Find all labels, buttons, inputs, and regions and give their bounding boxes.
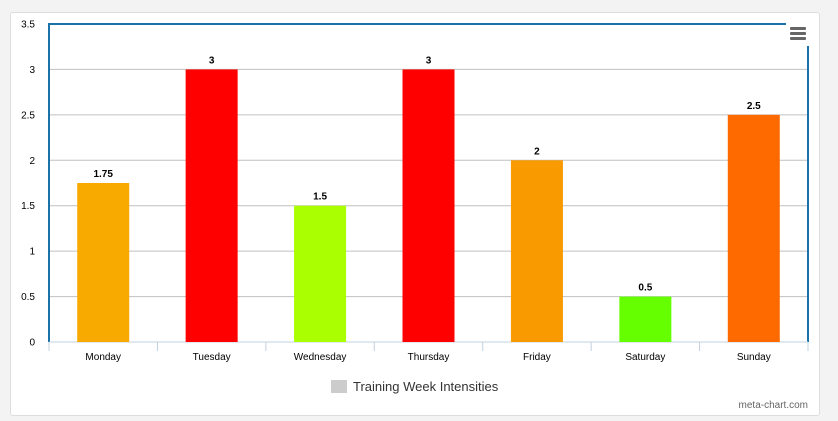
data-label: 1.75 — [93, 169, 113, 180]
bar-tuesday[interactable] — [185, 69, 238, 342]
data-label: 3 — [209, 55, 215, 66]
y-tick-label: 3 — [29, 65, 35, 76]
plot-border — [48, 23, 809, 342]
bar-friday[interactable] — [510, 160, 563, 342]
chart-menu-button[interactable] — [786, 22, 810, 46]
data-label: 2 — [534, 146, 540, 157]
bar-sunday[interactable] — [727, 114, 780, 342]
y-tick-label: 1 — [29, 247, 35, 258]
x-tick-label: Saturday — [625, 352, 665, 363]
legend-swatch — [331, 379, 347, 393]
x-tick-label: Friday — [523, 352, 551, 363]
y-tick-label: 2 — [29, 156, 35, 167]
data-label: 1.5 — [313, 192, 327, 203]
y-tick-label: 0.5 — [21, 292, 35, 303]
data-label: 2.5 — [747, 101, 761, 112]
hamburger-menu-icon — [790, 27, 806, 30]
data-label: 3 — [426, 55, 432, 66]
y-tick-label: 1.5 — [21, 201, 35, 212]
bar-wednesday[interactable] — [294, 205, 347, 342]
x-tick-label: Wednesday — [294, 352, 347, 363]
bar-thursday[interactable] — [402, 69, 455, 342]
x-tick-label: Thursday — [408, 352, 450, 363]
legend-label: Training Week Intensities — [353, 378, 499, 394]
bar-monday[interactable] — [77, 183, 130, 342]
bar-saturday[interactable] — [619, 296, 672, 342]
x-tick-label: Monday — [85, 352, 121, 363]
x-tick-label: Sunday — [737, 352, 771, 363]
credit-text: meta-chart.com — [738, 400, 808, 411]
hamburger-menu-icon-bar — [790, 32, 806, 35]
y-tick-label: 0 — [29, 338, 35, 349]
hamburger-menu-icon-bar — [790, 37, 806, 40]
data-label: 0.5 — [638, 283, 652, 294]
legend-item[interactable]: Training Week Intensities — [331, 378, 498, 394]
x-tick-label: Tuesday — [193, 352, 231, 363]
y-tick-label: 2.5 — [21, 110, 35, 121]
y-tick-label: 3.5 — [21, 20, 35, 31]
